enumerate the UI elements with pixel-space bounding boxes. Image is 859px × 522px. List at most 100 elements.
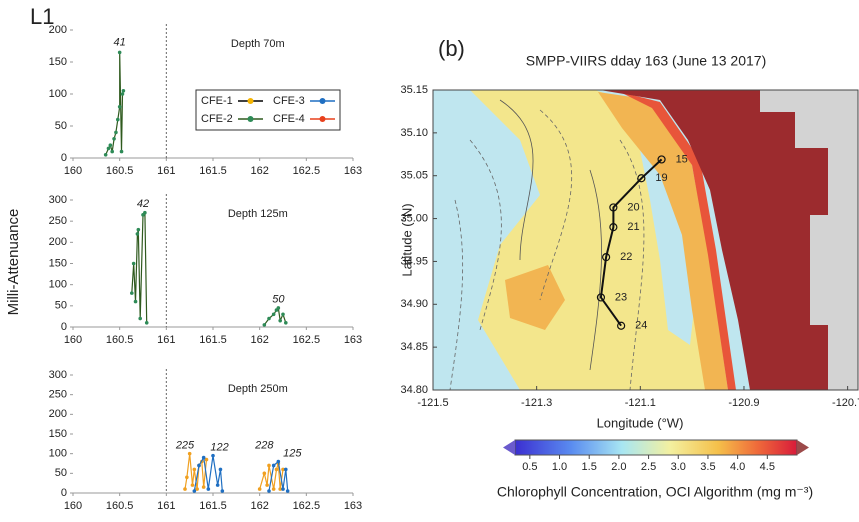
y-tick-label: 35.00 <box>400 212 428 224</box>
x-tick-label: 161.5 <box>199 500 227 512</box>
y-tick-label: 100 <box>49 279 67 291</box>
y-tick-label: 0 <box>61 321 67 333</box>
y-tick-label: 35.10 <box>400 127 428 139</box>
x-tick-label: 160.5 <box>106 334 134 346</box>
colorbar-tick-label: 4.0 <box>730 461 745 473</box>
data-point <box>271 463 276 468</box>
legend-marker <box>319 98 326 104</box>
data-point <box>201 485 206 489</box>
x-tick-label: -120.9 <box>728 397 759 409</box>
data-point <box>206 487 211 491</box>
data-point <box>120 92 125 96</box>
data-point <box>281 487 285 491</box>
data-point <box>195 487 199 491</box>
depth-label: Depth 250m <box>228 383 288 395</box>
legend-label: CFE-3 <box>273 95 305 107</box>
data-annotation: 225 <box>175 440 195 452</box>
station-label: 22 <box>620 251 632 263</box>
legend-marker <box>247 116 254 122</box>
map-title: SMPP-VIIRS dday 163 (June 13 2017) <box>526 53 766 69</box>
x-tick-label: 162 <box>250 334 268 346</box>
data-annotation: 50 <box>272 293 285 305</box>
legend-marker <box>247 98 254 104</box>
colorbar-tick-label: 4.5 <box>760 461 775 473</box>
data-point <box>106 146 111 151</box>
data-point <box>136 227 141 232</box>
y-tick-label: 35.15 <box>400 84 428 96</box>
data-point <box>103 153 108 157</box>
data-point <box>220 489 225 493</box>
data-point <box>211 453 215 458</box>
data-point <box>285 489 290 493</box>
data-point <box>117 105 122 109</box>
data-point <box>108 143 113 147</box>
legend-label: CFE-4 <box>273 113 305 125</box>
colorbar-low-arrow <box>503 440 515 455</box>
y-tick-label: 34.80 <box>400 384 428 396</box>
x-tick-label: -121.5 <box>417 397 448 409</box>
x-tick-label: 161.5 <box>199 165 227 177</box>
station-marker <box>596 293 606 302</box>
x-tick-label: 162.5 <box>293 500 321 512</box>
x-tick-label: 160 <box>64 500 82 512</box>
y-tick-label: 150 <box>49 56 67 68</box>
station-label: 21 <box>627 221 639 233</box>
station-label: 24 <box>635 320 647 332</box>
station-marker <box>609 223 618 232</box>
x-tick-label: 161 <box>157 334 175 346</box>
colorbar-tick-label: 3.0 <box>671 461 686 473</box>
data-annotation: 228 <box>254 440 274 452</box>
station-label: 20 <box>627 201 639 213</box>
station-marker <box>617 321 626 330</box>
data-point <box>135 232 140 236</box>
data-annotation: 122 <box>210 442 228 454</box>
x-tick-label: 160.5 <box>106 165 134 177</box>
data-point <box>265 483 269 487</box>
colorbar-tick-label: 1.0 <box>552 461 567 473</box>
data-point <box>281 312 285 317</box>
y-tick-label: 150 <box>49 257 67 269</box>
station-label: 23 <box>615 291 627 303</box>
station-marker <box>657 155 666 164</box>
station-label: 19 <box>655 172 667 184</box>
x-tick-label: 163 <box>344 500 362 512</box>
x-tick-label: 163 <box>344 334 362 346</box>
y-tick-label: 50 <box>55 467 67 479</box>
colorbar-tick-label: 1.5 <box>582 461 597 473</box>
data-point <box>133 299 138 304</box>
y-axis-title: Milli-Attenuance <box>5 209 22 316</box>
data-point <box>274 467 279 472</box>
y-tick-label: 300 <box>49 194 67 206</box>
panel-label: (b) <box>438 36 465 61</box>
x-tick-label: 162.5 <box>293 334 321 346</box>
y-tick-label: 250 <box>49 389 67 401</box>
map-frame <box>432 89 859 391</box>
y-tick-label: 34.90 <box>400 298 428 310</box>
y-tick-label: 300 <box>49 369 67 381</box>
data-point <box>119 149 124 154</box>
data-point <box>201 455 206 460</box>
data-point <box>278 487 283 491</box>
x-axis-title: Longitude (°W) <box>597 415 684 430</box>
data-point <box>130 291 134 295</box>
data-point <box>267 463 271 468</box>
x-tick-label: 160.5 <box>106 500 134 512</box>
x-tick-label: 160 <box>64 334 82 346</box>
data-point <box>187 451 192 456</box>
data-point <box>138 316 142 321</box>
x-tick-label: -121.1 <box>625 397 656 409</box>
x-tick-label: 162.5 <box>293 165 321 177</box>
colorbar-tick-label: 0.5 <box>522 461 537 473</box>
y-tick-label: 50 <box>55 120 67 132</box>
data-point <box>271 487 276 491</box>
y-tick-label: 200 <box>49 408 67 420</box>
y-tick-label: 100 <box>49 88 67 100</box>
data-point <box>114 130 118 135</box>
data-point <box>257 487 262 491</box>
data-point <box>192 467 197 472</box>
y-tick-label: 35.05 <box>400 170 428 182</box>
y-tick-label: 0 <box>61 152 67 164</box>
legend-label: CFE-1 <box>201 95 233 107</box>
y-tick-label: 34.85 <box>400 341 428 353</box>
data-point <box>110 149 114 154</box>
